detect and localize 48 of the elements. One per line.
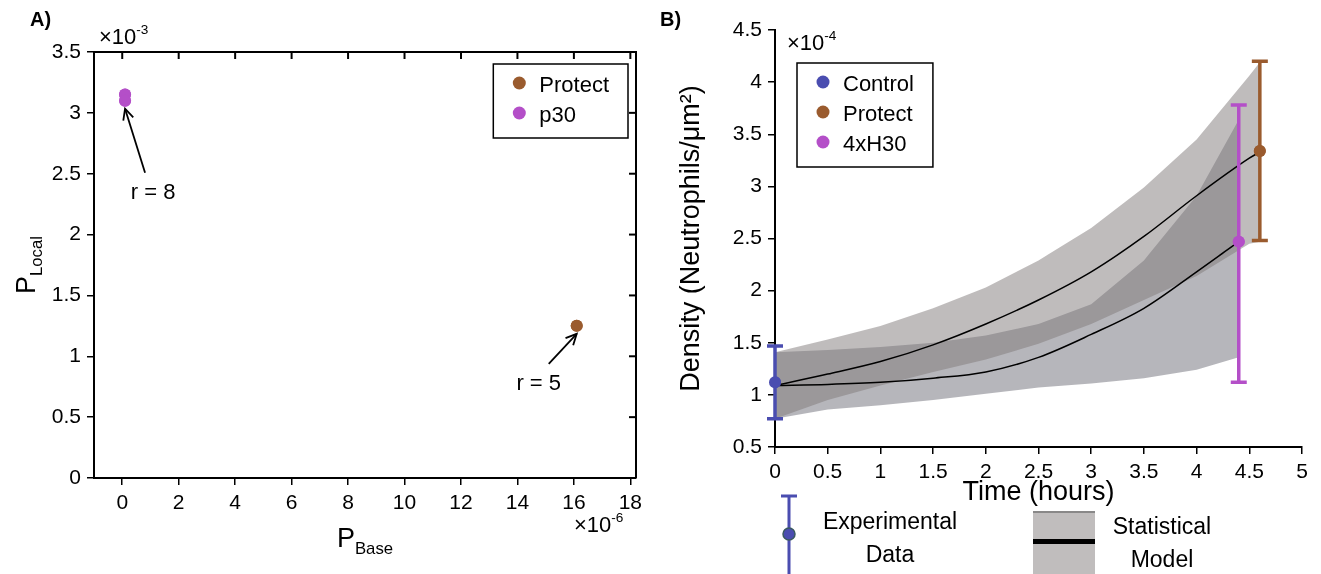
text: Experimental Data: [821, 507, 959, 569]
x-tick-label: 0: [769, 459, 781, 483]
legend-label: Protect: [843, 101, 913, 127]
x-tick-label: 8: [342, 490, 354, 514]
y-tick-label: 4: [750, 68, 763, 92]
y-axis-title: PLocal: [11, 235, 47, 295]
y-tick-label: 1.5: [732, 329, 762, 353]
x-tick-label: 0.5: [813, 459, 843, 483]
y-tick-label: 3.5: [51, 38, 81, 62]
x-tick-label: 3: [1085, 459, 1098, 483]
annotation: r = 5: [516, 369, 562, 395]
x-tick-label: 6: [285, 490, 298, 514]
x-tick-label: 16: [562, 490, 586, 514]
x-tick-label: 4: [1190, 459, 1203, 483]
y-tick-label: 1: [69, 343, 81, 367]
x-tick-label: 18: [618, 490, 643, 514]
legend-label: 4xH30: [843, 131, 907, 157]
chart-title: B): [660, 7, 682, 30]
chart-title: A): [30, 7, 52, 30]
text: Statistical Model: [1111, 512, 1213, 574]
x-tick-label: 1.5: [918, 459, 948, 483]
y-tick-label: 0.5: [732, 433, 762, 457]
y-tick-label: 4.5: [732, 16, 762, 40]
y-tick-label: 2.5: [732, 225, 762, 249]
legend-label: p30: [539, 102, 577, 128]
y-tick-label: 3: [69, 99, 81, 123]
x-tick-label: 5: [1296, 459, 1308, 483]
annotation: r = 8: [130, 178, 176, 204]
x-tick-label: 1: [874, 459, 887, 483]
y-tick-label: 1: [750, 381, 762, 405]
y-tick-label: 3.5: [732, 121, 762, 145]
y-axis-title: Density (Neutrophils/μm²): [675, 85, 706, 392]
x-tick-label: 0: [116, 490, 129, 514]
x-tick-label: 3.5: [1129, 459, 1159, 483]
y-tick-label: 3: [750, 173, 762, 197]
legend-label: Protect: [539, 72, 610, 98]
x-tick-label: 4.5: [1234, 459, 1264, 483]
legend-label: Control: [843, 71, 914, 97]
x-tick-label: 10: [392, 490, 417, 514]
y-tick-label: 2: [69, 221, 81, 245]
x-tick-label: 2: [172, 490, 185, 514]
y-tick-label: 2: [750, 277, 762, 301]
x-tick-label: 4: [229, 490, 242, 514]
y-tick-label: 1.5: [51, 282, 81, 306]
x-tick-label: 14: [505, 490, 530, 514]
y-tick-label: 2.5: [51, 160, 81, 184]
y-tick-label: 0.5: [51, 403, 81, 427]
x-tick-label: 12: [449, 490, 473, 514]
